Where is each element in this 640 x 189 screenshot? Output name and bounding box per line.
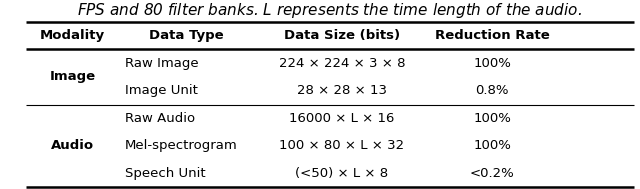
Text: Image Unit: Image Unit [125, 84, 198, 97]
Text: Modality: Modality [40, 29, 106, 42]
Text: 100 × 80 × L × 32: 100 × 80 × L × 32 [279, 139, 404, 152]
Text: 0.8%: 0.8% [476, 84, 509, 97]
Text: 100%: 100% [474, 112, 511, 125]
Text: 16000 × L × 16: 16000 × L × 16 [289, 112, 394, 125]
Text: Data Type: Data Type [149, 29, 224, 42]
Text: Reduction Rate: Reduction Rate [435, 29, 550, 42]
Text: <0.2%: <0.2% [470, 167, 515, 180]
Text: Speech Unit: Speech Unit [125, 167, 205, 180]
Text: 100%: 100% [474, 139, 511, 152]
Text: 28 × 28 × 13: 28 × 28 × 13 [297, 84, 387, 97]
Text: FPS and 80 filter banks. $L$ represents the time length of the audio.: FPS and 80 filter banks. $L$ represents … [77, 1, 582, 19]
Text: Raw Image: Raw Image [125, 57, 198, 70]
Text: Raw Audio: Raw Audio [125, 112, 195, 125]
Text: Image: Image [50, 70, 96, 84]
Text: Data Size (bits): Data Size (bits) [284, 29, 400, 42]
Text: 100%: 100% [474, 57, 511, 70]
Text: 224 × 224 × 3 × 8: 224 × 224 × 3 × 8 [278, 57, 405, 70]
Text: (<50) × L × 8: (<50) × L × 8 [295, 167, 388, 180]
Text: Audio: Audio [51, 139, 94, 152]
Text: Mel-spectrogram: Mel-spectrogram [125, 139, 237, 152]
